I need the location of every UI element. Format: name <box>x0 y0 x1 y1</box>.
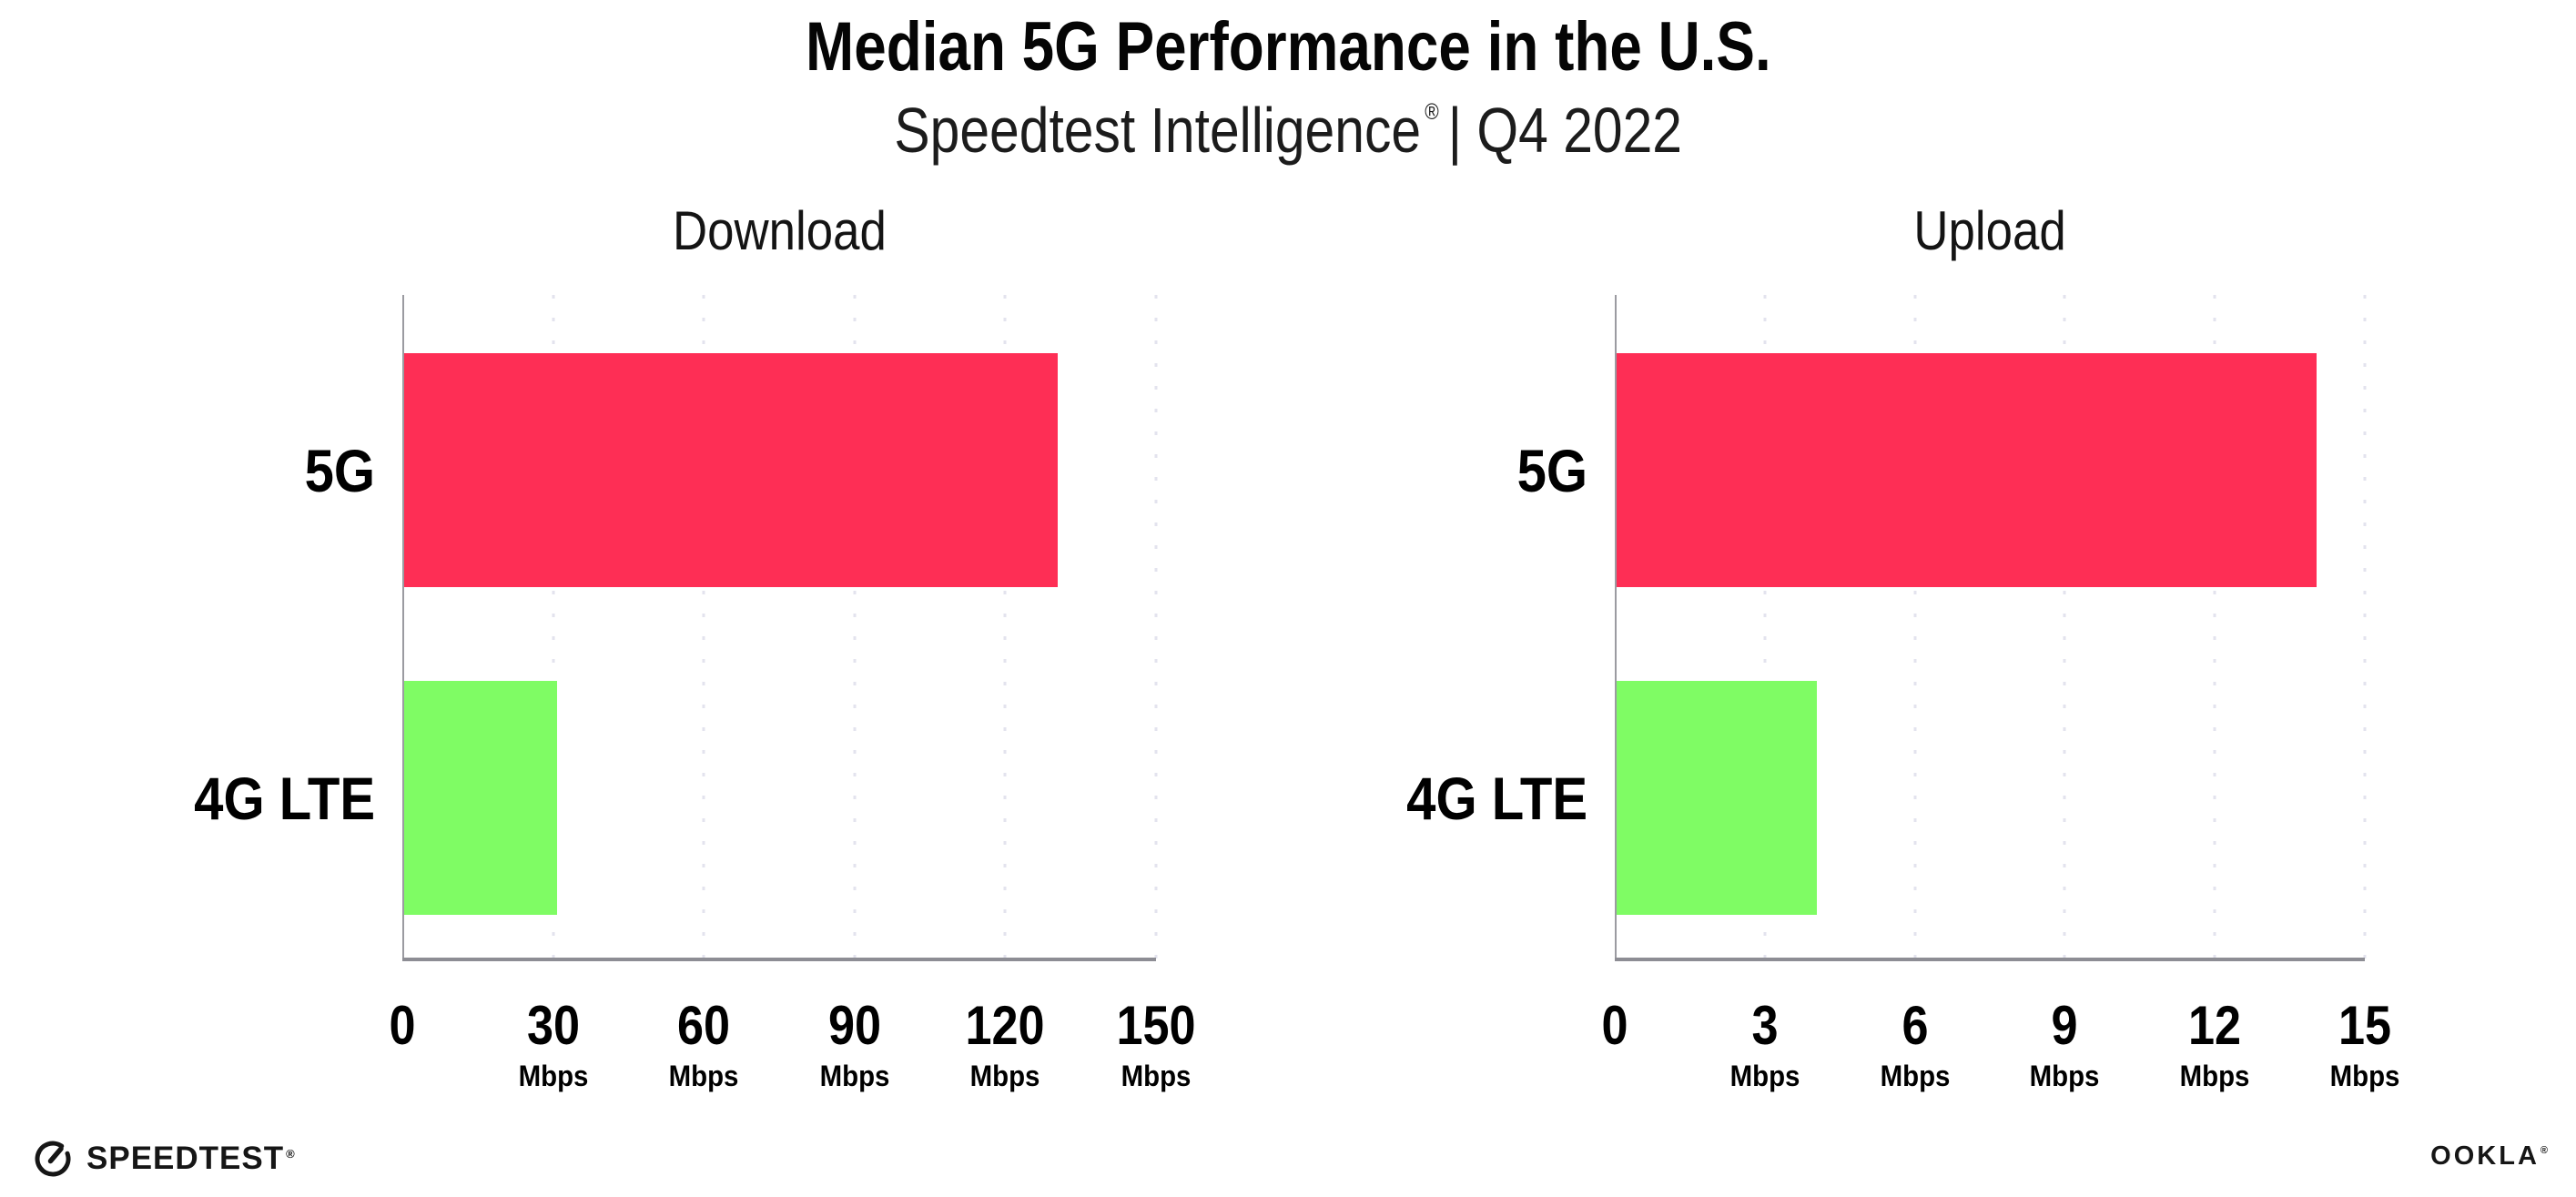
chart-title: Upload <box>1615 204 2365 259</box>
gridline-6 <box>1913 295 1917 959</box>
category-label-text: 4G LTE <box>193 764 375 832</box>
x-tick-value: 0 <box>389 995 416 1056</box>
chart-title-text: Upload <box>1913 200 2066 261</box>
gridline-120 <box>1003 295 1007 959</box>
x-tick-0: 0 <box>1599 999 1629 1053</box>
page-title: Median 5G Performance in the U.S. <box>0 13 2576 82</box>
page-subtitle-text: Speedtest Intelligence ® | Q4 2022 <box>894 98 1682 162</box>
category-label-text: 5G <box>1516 436 1587 504</box>
gridline-30 <box>552 295 555 959</box>
x-tick-value: 60 <box>677 995 731 1056</box>
category-label-text: 4G LTE <box>1405 764 1587 832</box>
x-tick-unit: Mbps <box>969 1060 1040 1092</box>
page-title-text: Median 5G Performance in the U.S. <box>805 8 1771 86</box>
bar-4g-lte <box>404 681 558 915</box>
gridline-90 <box>853 295 857 959</box>
x-tick-value: 12 <box>2188 995 2242 1056</box>
category-label-5g: 5G <box>1507 353 1587 587</box>
chart-download: Download 5G 4G LTE 0 30 Mbps 60 Mbps 90 Mbps 120 Mb… <box>194 204 1196 1091</box>
x-tick-value: 30 <box>526 995 580 1056</box>
x-tick-value: 9 <box>2051 995 2078 1056</box>
x-tick-unit: Mbps <box>1121 1060 1192 1092</box>
gridline-3 <box>1763 295 1767 959</box>
x-tick-unit: Mbps <box>2329 1060 2400 1092</box>
category-label-5g: 5G <box>295 353 375 587</box>
subtitle-brand: Speedtest Intelligence <box>894 95 1421 166</box>
x-tick-3: 3 Mbps <box>1727 995 1803 1092</box>
category-label-4g-lte: 4G LTE <box>1382 681 1587 915</box>
chart-title: Download <box>402 204 1156 259</box>
bar-5g <box>1617 353 2317 587</box>
page-subtitle: Speedtest Intelligence ® | Q4 2022 <box>0 98 2576 162</box>
x-axis-line <box>402 958 1156 961</box>
x-tick-unit: Mbps <box>1880 1060 1951 1092</box>
speedtest-wordmark: SPEEDTEST ® <box>86 1142 296 1174</box>
ookla-logo: OOKLA® <box>2430 1143 2551 1170</box>
chart-title-text: Download <box>672 200 887 261</box>
ookla-wordmark: OOKLA <box>2430 1141 2540 1171</box>
category-label-text: 5G <box>304 436 375 504</box>
gridline-15 <box>2363 295 2367 959</box>
x-tick-9: 9 Mbps <box>2027 995 2104 1092</box>
x-tick-15: 15 Mbps <box>2327 995 2403 1092</box>
y-axis-line <box>1615 295 1617 959</box>
x-tick-unit: Mbps <box>2179 1060 2250 1092</box>
gridline-150 <box>1154 295 1158 959</box>
x-tick-unit: Mbps <box>518 1060 589 1092</box>
gridline-9 <box>2063 295 2066 959</box>
x-tick-value: 15 <box>2338 995 2392 1056</box>
x-tick-value: 6 <box>1902 995 1929 1056</box>
x-axis-line <box>1615 958 2365 961</box>
x-tick-unit: Mbps <box>2029 1060 2100 1092</box>
x-tick-12: 12 Mbps <box>2176 995 2253 1092</box>
x-tick-6: 6 Mbps <box>1877 995 1953 1092</box>
x-tick-value: 150 <box>1116 995 1196 1056</box>
category-label-4g-lte: 4G LTE <box>169 681 375 915</box>
x-tick-unit: Mbps <box>668 1060 739 1092</box>
gridline-12 <box>2213 295 2216 959</box>
x-tick-30: 30 Mbps <box>515 995 592 1092</box>
ookla-registered-mark: ® <box>2540 1145 2551 1156</box>
speedtest-registered-mark: ® <box>286 1146 296 1161</box>
x-tick-value: 3 <box>1751 995 1779 1056</box>
bar-4g-lte <box>1617 681 1817 915</box>
bar-5g <box>404 353 1058 587</box>
x-tick-value: 120 <box>965 995 1045 1056</box>
y-axis-line <box>402 295 404 959</box>
x-tick-90: 90 Mbps <box>816 995 893 1092</box>
registered-mark: ® <box>1425 99 1439 125</box>
x-tick-unit: Mbps <box>1729 1060 1800 1092</box>
x-tick-120: 120 Mbps <box>959 995 1050 1092</box>
speedtest-logo: SPEEDTEST ® <box>31 1134 296 1182</box>
x-tick-value: 90 <box>827 995 881 1056</box>
x-tick-0: 0 <box>387 999 417 1053</box>
x-tick-60: 60 Mbps <box>665 995 742 1092</box>
x-tick-value: 0 <box>1601 995 1628 1056</box>
speedtest-wordmark-text: SPEEDTEST <box>86 1140 285 1176</box>
x-tick-150: 150 Mbps <box>1111 995 1202 1092</box>
subtitle-period: | Q4 2022 <box>1447 95 1682 166</box>
gauge-icon <box>35 1141 71 1177</box>
gridline-60 <box>702 295 705 959</box>
chart-upload: Upload 5G 4G LTE 0 3 Mbps 6 Mbps 9 Mbps 12 Mbps 15 Mb… <box>1406 204 2399 1091</box>
x-tick-unit: Mbps <box>819 1060 890 1092</box>
